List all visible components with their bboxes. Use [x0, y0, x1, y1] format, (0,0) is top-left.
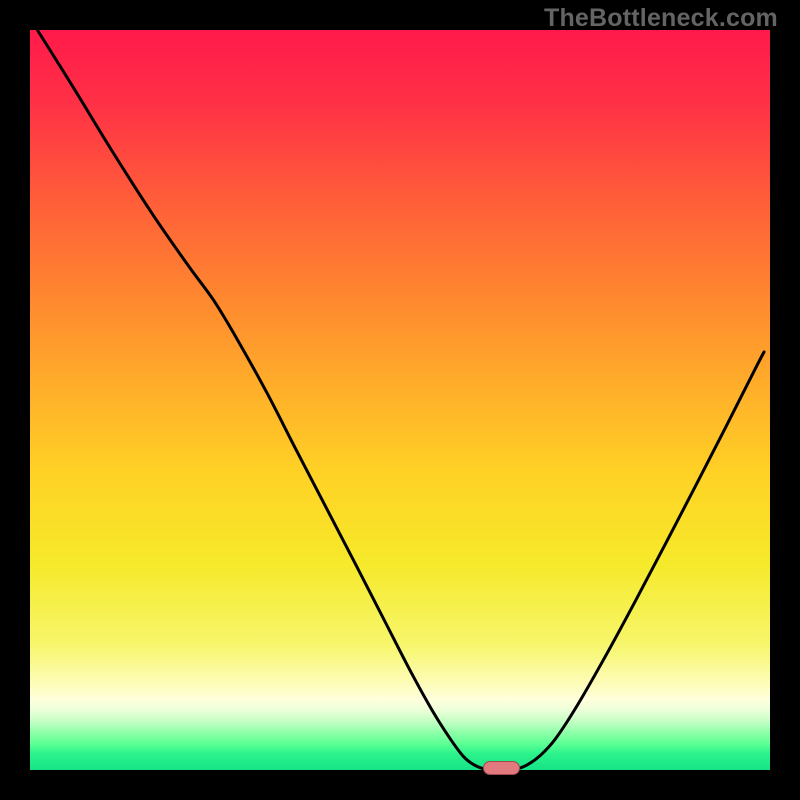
- watermark-text: TheBottleneck.com: [544, 4, 778, 33]
- chart-stage: TheBottleneck.com: [0, 0, 800, 800]
- optimal-range-marker: [483, 761, 521, 775]
- gradient-background: [30, 30, 770, 770]
